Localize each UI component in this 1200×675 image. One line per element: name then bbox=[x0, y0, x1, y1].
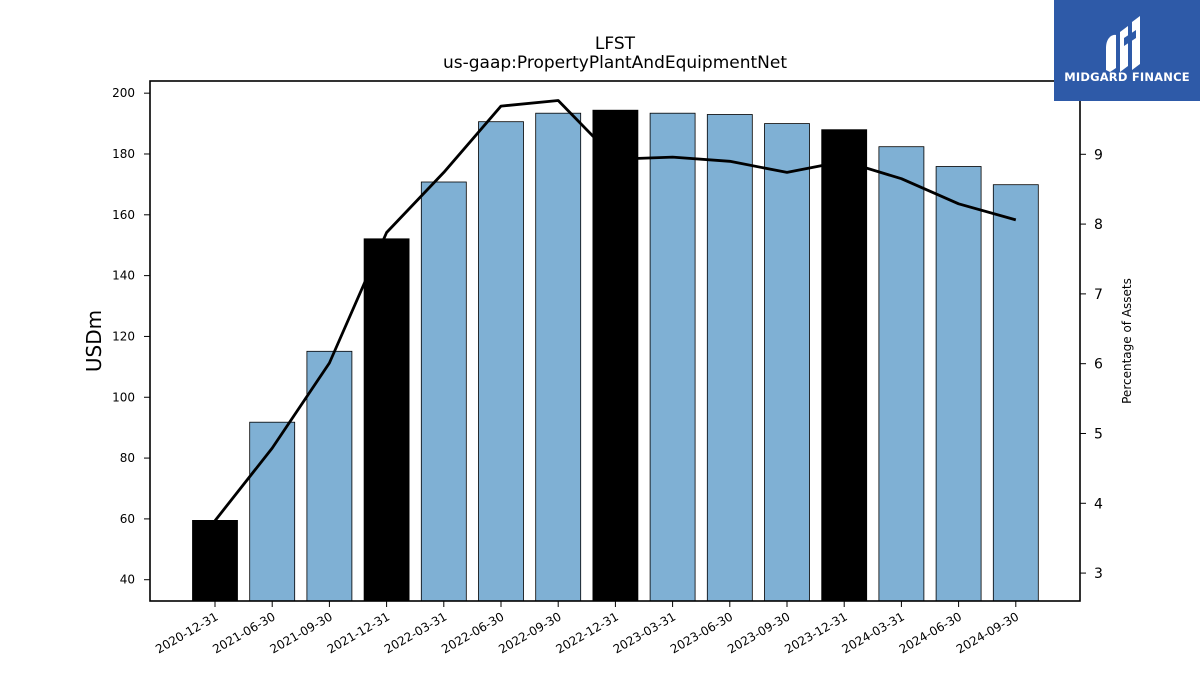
y-right-tick-label: 9 bbox=[1094, 147, 1103, 163]
y-axis-label-right: Percentage of Assets bbox=[1120, 278, 1134, 404]
bar-2023-12-31 bbox=[821, 129, 868, 602]
x-axis: 2020-12-312021-06-302021-09-302021-12-31… bbox=[153, 601, 1021, 656]
x-tick-label: 2024-03-31 bbox=[839, 609, 906, 656]
line-group bbox=[213, 99, 1017, 522]
y-axis-right: 3 4 5 6 7 8 9 bbox=[1080, 147, 1103, 582]
bar-2020-12-31 bbox=[192, 520, 238, 602]
x-tick-label: 2021-06-30 bbox=[210, 609, 277, 656]
bar-2023-06-30 bbox=[706, 114, 753, 602]
y-tick-label: 40 bbox=[120, 573, 135, 587]
y-axis-label: USDm bbox=[82, 310, 106, 372]
bar-2021-06-30 bbox=[249, 421, 296, 602]
bar-2022-09-30 bbox=[535, 112, 582, 602]
bar-group bbox=[192, 109, 1039, 602]
y-axis-left: 40 60 80 100 120 140 160 180 200 bbox=[112, 86, 150, 587]
x-tick-label: 2022-03-31 bbox=[382, 609, 449, 656]
chart-title: LFST bbox=[595, 34, 636, 54]
y-right-tick-label: 3 bbox=[1094, 566, 1103, 582]
y-tick-label: 140 bbox=[112, 269, 135, 283]
y-tick-label: 60 bbox=[120, 512, 135, 526]
x-tick-label: 2021-12-31 bbox=[325, 609, 392, 656]
bar-2023-09-30 bbox=[764, 123, 810, 602]
bar-2024-09-30 bbox=[992, 184, 1039, 602]
x-tick-label: 2024-09-30 bbox=[954, 609, 1021, 656]
y-tick-label: 200 bbox=[112, 86, 135, 100]
x-tick-label: 2023-06-30 bbox=[668, 609, 735, 656]
y-right-tick-label: 5 bbox=[1094, 426, 1103, 442]
x-tick-label: 2022-09-30 bbox=[496, 609, 563, 656]
x-tick-label: 2023-03-31 bbox=[611, 609, 678, 656]
bar-2022-06-30 bbox=[478, 121, 524, 602]
y-tick-label: 160 bbox=[112, 208, 135, 222]
percentage-line bbox=[213, 99, 1017, 522]
bar-2022-03-31 bbox=[420, 181, 467, 602]
bar-2024-06-30 bbox=[935, 166, 982, 602]
x-tick-label: 2023-09-30 bbox=[725, 609, 792, 656]
x-tick-label: 2024-06-30 bbox=[897, 609, 964, 656]
y-tick-label: 120 bbox=[112, 329, 135, 343]
x-tick-label: 2020-12-31 bbox=[153, 609, 220, 656]
bar-2022-12-31 bbox=[592, 109, 639, 602]
y-right-tick-label: 6 bbox=[1094, 357, 1103, 373]
y-right-tick-label: 8 bbox=[1094, 217, 1103, 233]
x-tick-label: 2022-12-31 bbox=[553, 609, 620, 656]
y-tick-label: 180 bbox=[112, 147, 135, 161]
bar-2021-09-30 bbox=[306, 350, 353, 602]
x-tick-label: 2022-06-30 bbox=[439, 609, 506, 656]
y-tick-label: 80 bbox=[120, 451, 135, 465]
y-tick-label: 100 bbox=[112, 390, 135, 404]
chart-subtitle: us-gaap:PropertyPlantAndEquipmentNet bbox=[443, 53, 787, 73]
bar-2021-12-31 bbox=[363, 238, 410, 602]
bar-2024-03-31 bbox=[878, 146, 925, 602]
x-tick-label: 2021-09-30 bbox=[267, 609, 334, 656]
y-right-tick-label: 7 bbox=[1094, 287, 1103, 303]
y-right-tick-label: 4 bbox=[1094, 496, 1103, 512]
logo-text: MIDGARD FINANCE bbox=[1064, 70, 1190, 84]
logo: MIDGARD FINANCE bbox=[1054, 0, 1200, 101]
x-tick-label: 2023-12-31 bbox=[782, 609, 849, 656]
bar-2023-03-31 bbox=[649, 112, 696, 602]
midgard-mark-icon bbox=[1106, 16, 1140, 72]
